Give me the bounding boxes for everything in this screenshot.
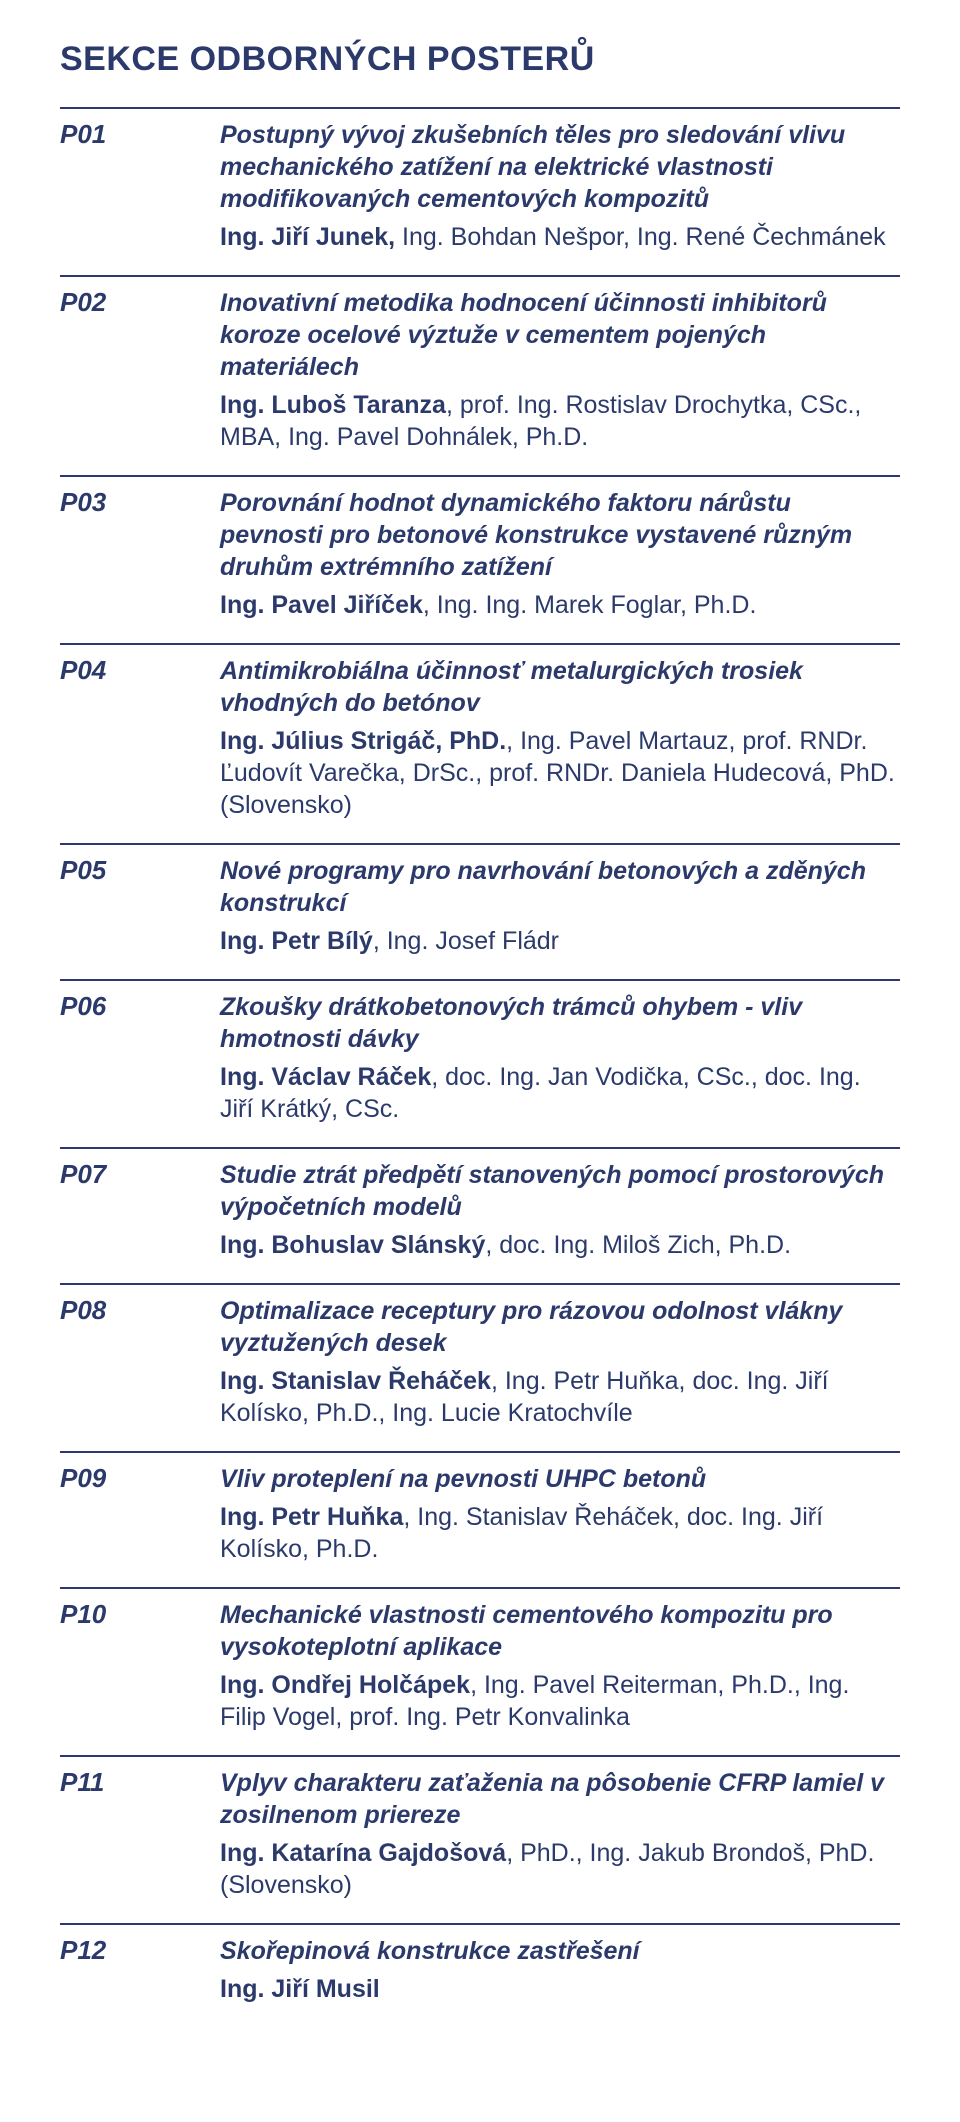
poster-entry: P04 Antimikrobiálna účinnosť metalurgick… xyxy=(60,643,900,843)
poster-body: Antimikrobiálna účinnosť metalurgických … xyxy=(220,655,900,821)
poster-title: Porovnání hodnot dynamického faktoru nár… xyxy=(220,487,900,583)
poster-entry: P10 Mechanické vlastnosti cementového ko… xyxy=(60,1587,900,1755)
poster-title: Vliv proteplení na pevnosti UHPC betonů xyxy=(220,1463,900,1495)
poster-title: Studie ztrát předpětí stanovených pomocí… xyxy=(220,1159,900,1223)
lead-author: Ing. Bohuslav Slánský xyxy=(220,1231,485,1259)
poster-body: Vplyv charakteru zaťaženia na pôsobenie … xyxy=(220,1767,900,1901)
other-authors: , Ing. Josef Fládr xyxy=(373,927,559,955)
poster-body: Inovativní metodika hodnocení účinnosti … xyxy=(220,287,900,453)
poster-title: Skořepinová konstrukce zastřešení xyxy=(220,1935,900,1967)
poster-code: P03 xyxy=(60,487,220,621)
poster-authors: Ing. Luboš Taranza, prof. Ing. Rostislav… xyxy=(220,389,900,453)
poster-body: Mechanické vlastnosti cementového kompoz… xyxy=(220,1599,900,1733)
lead-author: Ing. Jiří Musil xyxy=(220,1975,380,2003)
poster-title: Vplyv charakteru zaťaženia na pôsobenie … xyxy=(220,1767,900,1831)
poster-code: P09 xyxy=(60,1463,220,1565)
poster-body: Studie ztrát předpětí stanovených pomocí… xyxy=(220,1159,900,1261)
poster-code: P08 xyxy=(60,1295,220,1429)
poster-entry: P12 Skořepinová konstrukce zastřešení In… xyxy=(60,1923,900,2005)
poster-code: P02 xyxy=(60,287,220,453)
poster-entry: P01 Postupný vývoj zkušebních těles pro … xyxy=(60,107,900,275)
poster-title: Postupný vývoj zkušebních těles pro sled… xyxy=(220,119,900,215)
lead-author: Ing. Luboš Taranza xyxy=(220,391,446,419)
poster-authors: Ing. Pavel Jiříček, Ing. Ing. Marek Fogl… xyxy=(220,589,900,621)
other-authors: , doc. Ing. Miloš Zich, Ph.D. xyxy=(485,1231,791,1259)
poster-authors: Ing. Václav Ráček, doc. Ing. Jan Vodička… xyxy=(220,1061,900,1125)
poster-code: P04 xyxy=(60,655,220,821)
poster-authors: Ing. Július Strigáč, PhD., Ing. Pavel Ma… xyxy=(220,725,900,821)
poster-body: Nové programy pro navrhování betonových … xyxy=(220,855,900,957)
lead-author: Ing. Petr Huňka xyxy=(220,1503,403,1531)
poster-entry: P05 Nové programy pro navrhování betonov… xyxy=(60,843,900,979)
poster-title: Inovativní metodika hodnocení účinnosti … xyxy=(220,287,900,383)
poster-title: Mechanické vlastnosti cementového kompoz… xyxy=(220,1599,900,1663)
poster-entry: P06 Zkoušky drátkobetonových trámců ohyb… xyxy=(60,979,900,1147)
lead-author: Ing. Stanislav Řeháček xyxy=(220,1367,491,1395)
lead-author: Ing. Július Strigáč, PhD. xyxy=(220,727,506,755)
poster-body: Zkoušky drátkobetonových trámců ohybem -… xyxy=(220,991,900,1125)
other-authors: Ing. Bohdan Nešpor, Ing. René Čechmánek xyxy=(402,223,886,251)
poster-list: P01 Postupný vývoj zkušebních těles pro … xyxy=(60,107,900,2005)
poster-authors: Ing. Katarína Gajdošová, PhD., Ing. Jaku… xyxy=(220,1837,900,1901)
poster-title: Antimikrobiálna účinnosť metalurgických … xyxy=(220,655,900,719)
poster-authors: Ing. Jiří Junek, Ing. Bohdan Nešpor, Ing… xyxy=(220,221,900,253)
poster-body: Skořepinová konstrukce zastřešení Ing. J… xyxy=(220,1935,900,2005)
poster-entry: P09 Vliv proteplení na pevnosti UHPC bet… xyxy=(60,1451,900,1587)
poster-code: P05 xyxy=(60,855,220,957)
other-authors: , Ing. Ing. Marek Foglar, Ph.D. xyxy=(423,591,756,619)
lead-author: Ing. Pavel Jiříček xyxy=(220,591,423,619)
poster-code: P11 xyxy=(60,1767,220,1901)
poster-body: Postupný vývoj zkušebních těles pro sled… xyxy=(220,119,900,253)
poster-body: Porovnání hodnot dynamického faktoru nár… xyxy=(220,487,900,621)
poster-body: Vliv proteplení na pevnosti UHPC betonů … xyxy=(220,1463,900,1565)
poster-code: P07 xyxy=(60,1159,220,1261)
poster-title: Optimalizace receptury pro rázovou odoln… xyxy=(220,1295,900,1359)
poster-entry: P03 Porovnání hodnot dynamického faktoru… xyxy=(60,475,900,643)
poster-entry: P08 Optimalizace receptury pro rázovou o… xyxy=(60,1283,900,1451)
poster-title: Nové programy pro navrhování betonových … xyxy=(220,855,900,919)
lead-author: Ing. Petr Bílý xyxy=(220,927,373,955)
poster-code: P01 xyxy=(60,119,220,253)
poster-authors: Ing. Ondřej Holčápek, Ing. Pavel Reiterm… xyxy=(220,1669,900,1733)
poster-code: P12 xyxy=(60,1935,220,2005)
lead-author: Ing. Jiří Junek, xyxy=(220,223,402,251)
section-heading: SEKCE ODBORNÝCH POSTERŮ xyxy=(60,40,900,79)
poster-authors: Ing. Petr Huňka, Ing. Stanislav Řeháček,… xyxy=(220,1501,900,1565)
poster-authors: Ing. Stanislav Řeháček, Ing. Petr Huňka,… xyxy=(220,1365,900,1429)
poster-code: P10 xyxy=(60,1599,220,1733)
poster-title: Zkoušky drátkobetonových trámců ohybem -… xyxy=(220,991,900,1055)
lead-author: Ing. Katarína Gajdošová xyxy=(220,1839,506,1867)
poster-body: Optimalizace receptury pro rázovou odoln… xyxy=(220,1295,900,1429)
poster-code: P06 xyxy=(60,991,220,1125)
poster-entry: P07 Studie ztrát předpětí stanovených po… xyxy=(60,1147,900,1283)
poster-entry: P02 Inovativní metodika hodnocení účinno… xyxy=(60,275,900,475)
poster-authors: Ing. Bohuslav Slánský, doc. Ing. Miloš Z… xyxy=(220,1229,900,1261)
poster-authors: Ing. Petr Bílý, Ing. Josef Fládr xyxy=(220,925,900,957)
lead-author: Ing. Ondřej Holčápek xyxy=(220,1671,470,1699)
lead-author: Ing. Václav Ráček xyxy=(220,1063,431,1091)
poster-entry: P11 Vplyv charakteru zaťaženia na pôsobe… xyxy=(60,1755,900,1923)
poster-authors: Ing. Jiří Musil xyxy=(220,1973,900,2005)
